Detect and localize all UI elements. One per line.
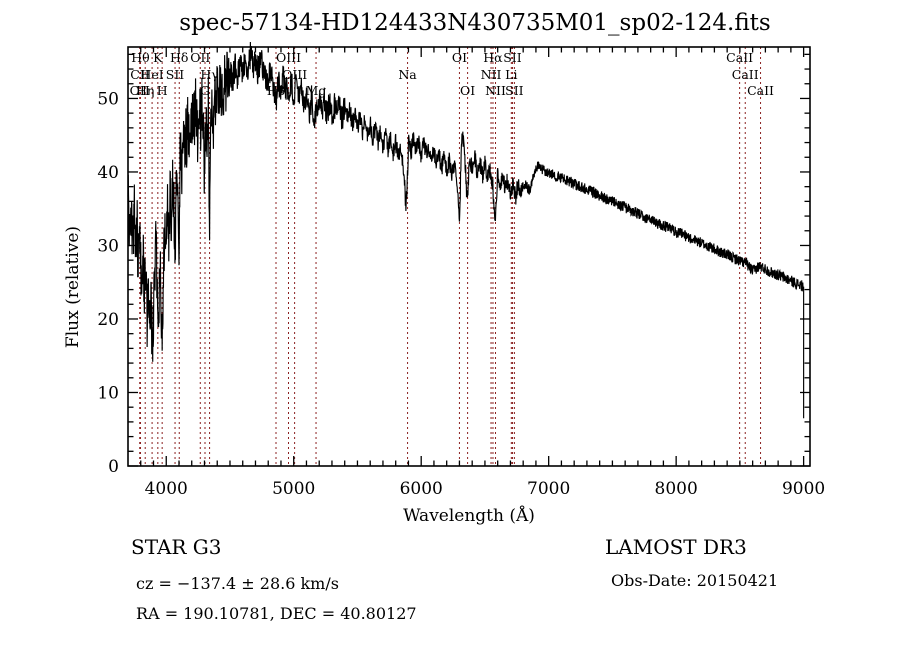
y-tick-label: 40 bbox=[97, 163, 119, 183]
line-label: Hα bbox=[483, 50, 503, 65]
line-label: Hδ bbox=[170, 50, 188, 65]
line-label: CaII bbox=[732, 67, 759, 82]
line-label: OII bbox=[130, 83, 150, 98]
line-label: Na bbox=[398, 67, 417, 82]
line-label: K bbox=[153, 50, 163, 65]
x-tick-label: 5000 bbox=[272, 479, 315, 499]
coordinates: RA = 190.10781, DEC = 40.80127 bbox=[136, 604, 417, 623]
y-axis-label: Flux (relative) bbox=[63, 226, 83, 348]
y-axis-ticks: 0 10 20 30 40 50 bbox=[97, 53, 810, 477]
page-title: spec-57134-HD124433N430735M01_sp02-124.f… bbox=[179, 10, 770, 36]
line-label: NII bbox=[481, 67, 502, 82]
line-label: CaII bbox=[747, 83, 774, 98]
x-tick-label: 6000 bbox=[400, 479, 443, 499]
x-tick-label: 8000 bbox=[655, 479, 698, 499]
line-label: HeI bbox=[140, 67, 163, 82]
line-label: OI bbox=[460, 83, 475, 98]
axis-frame bbox=[127, 46, 811, 467]
line-label: G bbox=[200, 83, 210, 98]
y-tick-label: 10 bbox=[97, 383, 119, 403]
line-label: Hθ bbox=[131, 50, 149, 65]
object-class: STAR G3 bbox=[131, 535, 222, 559]
line-label: OI bbox=[452, 50, 467, 65]
y-tick-label: 20 bbox=[97, 310, 119, 330]
redshift-velocity: cz = −137.4 ± 28.6 km/s bbox=[136, 574, 339, 593]
line-label: NII bbox=[485, 83, 506, 98]
line-label: CII bbox=[130, 67, 150, 82]
y-tick-label: 0 bbox=[108, 457, 119, 477]
observation-date: Obs-Date: 20150421 bbox=[611, 571, 778, 590]
line-label: CaII bbox=[726, 50, 753, 65]
x-tick-label: 4000 bbox=[145, 479, 188, 499]
spectrum-trace bbox=[127, 42, 805, 419]
x-tick-label: 9000 bbox=[782, 479, 825, 499]
line-label: H bbox=[157, 83, 168, 98]
line-label: SII bbox=[166, 67, 185, 82]
line-label: SII bbox=[503, 50, 522, 65]
y-tick-label: 30 bbox=[97, 236, 119, 256]
survey-name: LAMOST DR3 bbox=[605, 535, 747, 559]
x-axis-label: Wavelength (Å) bbox=[403, 505, 535, 526]
line-label: SII bbox=[505, 83, 524, 98]
x-axis-ticks: 4000 5000 6000 7000 8000 9000 bbox=[140, 47, 825, 499]
line-label: Hγ bbox=[200, 67, 218, 82]
line-label: OIII bbox=[276, 50, 301, 65]
line-label: Li bbox=[505, 67, 517, 82]
x-tick-label: 7000 bbox=[527, 479, 570, 499]
line-label: OII bbox=[190, 50, 210, 65]
y-tick-label: 50 bbox=[97, 89, 119, 109]
line-label: Hη bbox=[136, 83, 154, 98]
